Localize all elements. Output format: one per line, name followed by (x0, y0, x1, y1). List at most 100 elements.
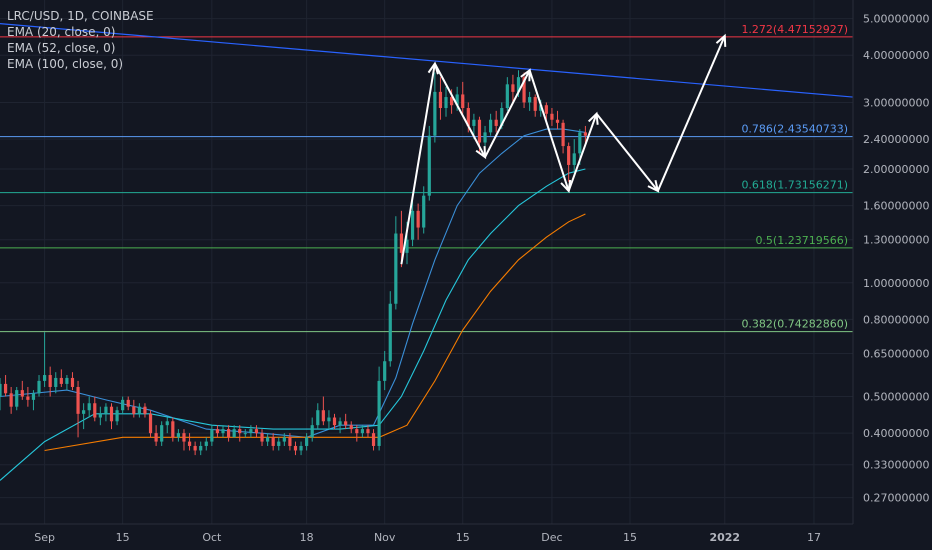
candle-body (266, 437, 270, 442)
trendline (0, 23, 854, 98)
price-tick-label: 1.60000000 (863, 200, 929, 213)
candle-body (126, 399, 130, 407)
candle-body (249, 429, 253, 434)
candle-body (522, 77, 526, 103)
projection-arrowhead (647, 179, 660, 193)
candle-body (533, 97, 537, 111)
chart-legend: LRC/USD, 1D, COINBASE EMA (20, close, 0)… (7, 8, 154, 72)
price-tick-label: 0.27000000 (863, 492, 929, 505)
candle-body (550, 113, 554, 120)
trendline-group (0, 23, 854, 98)
candle-body (305, 437, 309, 446)
indicator-ema-20[interactable]: EMA (20, close, 0) (7, 25, 116, 39)
candle-body (516, 77, 521, 92)
candle-body (254, 429, 259, 434)
candle-body (193, 445, 197, 451)
candle-body (578, 132, 582, 154)
candle-body (210, 429, 214, 442)
candle-body (54, 377, 58, 387)
candle-body (544, 105, 548, 114)
candle-body (215, 429, 220, 434)
candle-body (9, 393, 13, 407)
candle-body (132, 406, 136, 414)
candle-body (505, 84, 509, 109)
candle-body (327, 417, 331, 422)
candle-body (455, 94, 459, 106)
projection-arrowhead (475, 146, 487, 160)
candle-body (561, 122, 565, 147)
price-tick-label: 5.00000000 (863, 13, 929, 26)
price-axis[interactable]: 5.00000000 4.00000000 3.00000000 2.40000000… (852, 0, 932, 550)
time-tick-label: Sep (34, 531, 55, 544)
fib-label: 0.786(2.43540733) (741, 123, 848, 136)
candle-body (567, 146, 571, 165)
candle-body (282, 437, 286, 442)
candle-body (20, 390, 24, 397)
grid-lines (0, 0, 853, 524)
candle-body (0, 383, 2, 397)
time-tick-label: Oct (202, 531, 222, 544)
time-tick-label: 15 (116, 531, 130, 544)
candle-body (433, 91, 437, 136)
projection-arrowhead (715, 33, 727, 47)
projection-arrows (400, 33, 727, 265)
candle-body (438, 91, 443, 109)
price-tick-label: 4.00000000 (863, 49, 929, 62)
candle-body (98, 413, 102, 418)
candle-body (154, 433, 158, 442)
candle-body (299, 445, 303, 451)
candle-body (182, 433, 186, 442)
candle-body (109, 406, 114, 422)
candle-body (461, 94, 465, 109)
candle-body (70, 377, 75, 387)
candle-body (171, 421, 175, 438)
fib-levels: 1.272(4.47152927) 0.786(2.43540733) 0.618(… (0, 23, 853, 333)
candle-body (288, 437, 292, 446)
candle-body (143, 406, 147, 414)
projection-segment (433, 63, 486, 158)
ema-line (0, 168, 586, 481)
candle-body (388, 303, 392, 362)
candle-body (539, 105, 543, 111)
candle-body (271, 437, 275, 446)
price-tick-label: 3.00000000 (863, 96, 929, 109)
candle-body (293, 445, 298, 451)
price-tick-label: 0.50000000 (863, 391, 929, 404)
price-tick-label: 2.00000000 (863, 163, 929, 176)
candle-body (477, 119, 482, 143)
candle-body (583, 132, 587, 136)
candle-body (466, 108, 470, 126)
projection-segment (484, 69, 531, 158)
candle-body (344, 421, 348, 426)
candle-body (82, 410, 86, 414)
fib-label: 1.272(4.47152927) (741, 23, 848, 36)
price-tick-label: 0.40000000 (863, 427, 929, 440)
candle-body (37, 380, 41, 394)
time-axis[interactable]: Sep 15 Oct 18 Nov 15 Dec 15 2022 17 (0, 523, 932, 550)
candle-body (199, 445, 203, 451)
candle-body (410, 210, 415, 240)
candle-body (349, 425, 353, 430)
candle-body (444, 97, 448, 109)
projection-segment (400, 63, 436, 265)
candle-body (422, 195, 426, 228)
price-axis-background (853, 0, 932, 550)
candle-body (15, 390, 19, 407)
time-tick-label: 2022 (709, 531, 740, 544)
candle-body (500, 108, 504, 126)
indicator-ema-52[interactable]: EMA (52, close, 0) (7, 41, 116, 55)
projection-segment (567, 113, 598, 192)
candle-body (371, 433, 376, 446)
projection-segment (528, 69, 570, 192)
candle-body (394, 233, 398, 304)
candle-body (416, 210, 420, 228)
symbol-line[interactable]: LRC/USD, 1D, COINBASE (7, 9, 154, 23)
price-tick-label: 2.40000000 (863, 133, 929, 146)
candle-body (449, 97, 454, 106)
indicator-ema-100[interactable]: EMA (100, close, 0) (7, 57, 124, 71)
candle-body (3, 383, 8, 394)
candle-body (59, 377, 63, 384)
candle-body (232, 429, 236, 438)
candle-body (26, 396, 30, 400)
